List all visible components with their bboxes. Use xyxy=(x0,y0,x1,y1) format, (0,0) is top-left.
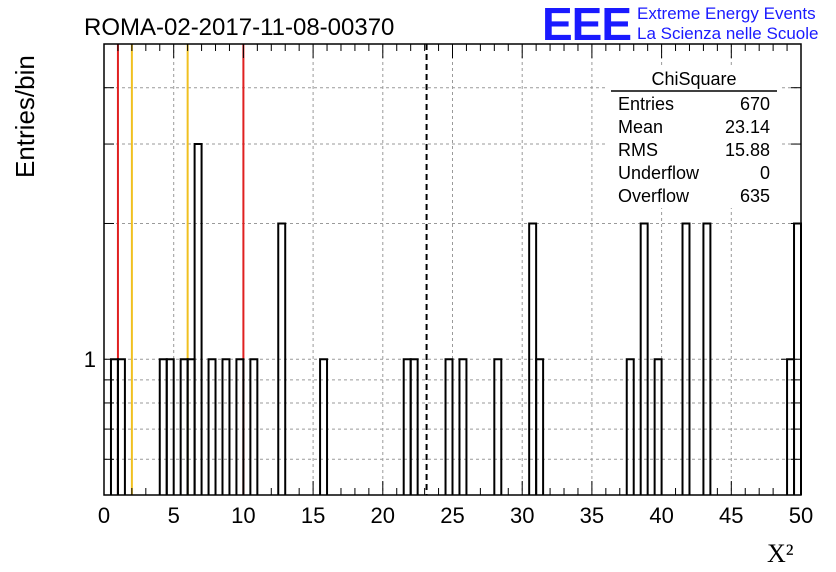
reference-lines xyxy=(116,44,428,495)
histogram-bin xyxy=(535,358,545,495)
histogram-bin xyxy=(681,222,691,495)
axis-ticks: 0 5 10 15 20 25 30 35 40 45 50 1 xyxy=(84,44,813,528)
x-tick-label: 45 xyxy=(719,503,743,528)
x-tick-label: 25 xyxy=(440,503,464,528)
stats-title: ChiSquare xyxy=(651,69,736,89)
stats-label-overflow: Overflow xyxy=(618,186,690,206)
histogram-bin xyxy=(277,222,287,495)
stats-label-rms: RMS xyxy=(618,140,658,160)
x-tick-label: 5 xyxy=(168,503,180,528)
histogram-bin xyxy=(319,358,329,495)
x-axis-label: X² xyxy=(767,539,794,568)
histogram-bars xyxy=(109,143,802,495)
chart-title: ROMA-02-2017-11-08-00370 xyxy=(84,14,394,41)
histogram-bin xyxy=(249,358,259,495)
histogram-bin xyxy=(193,143,203,495)
x-tick-label: 10 xyxy=(231,503,255,528)
logo-line-1: Extreme Energy Events xyxy=(637,4,816,23)
x-tick-label: 20 xyxy=(371,503,395,528)
x-tick-label: 35 xyxy=(580,503,604,528)
histogram-bin xyxy=(207,358,217,495)
x-tick-label: 40 xyxy=(649,503,673,528)
stats-box-background xyxy=(608,66,780,208)
histogram-bin xyxy=(702,222,712,495)
histogram-bin xyxy=(639,222,649,495)
stats-label-entries: Entries xyxy=(618,94,674,114)
stats-value-underflow: 0 xyxy=(760,163,770,183)
x-tick-label: 30 xyxy=(510,503,534,528)
y-tick-label: 1 xyxy=(84,347,96,372)
stats-value-overflow: 635 xyxy=(740,186,770,206)
eee-logo: EEE xyxy=(542,0,631,50)
stats-value-entries: 670 xyxy=(740,94,770,114)
y-axis-label: Entries/bin xyxy=(10,55,40,178)
stats-label-mean: Mean xyxy=(618,117,663,137)
stats-value-mean: 23.14 xyxy=(725,117,770,137)
histogram-bin xyxy=(444,358,454,495)
histogram-bin xyxy=(409,358,419,495)
logo-line-2: La Scienza nelle Scuole xyxy=(637,24,818,43)
histogram-bin xyxy=(221,358,231,495)
x-tick-label: 50 xyxy=(789,503,813,528)
histogram-bin xyxy=(493,358,503,495)
stats-value-rms: 15.88 xyxy=(725,140,770,160)
histogram-bin xyxy=(165,358,175,495)
x-tick-label: 15 xyxy=(301,503,325,528)
x-tick-label: 0 xyxy=(98,503,110,528)
stats-label-underflow: Underflow xyxy=(618,163,700,183)
histogram-bin xyxy=(458,358,468,495)
histogram-bin xyxy=(653,358,663,495)
stats-box: ChiSquare Entries 670 Mean 23.14 RMS 15.… xyxy=(608,66,780,208)
histogram-bin xyxy=(625,358,635,495)
histogram-bin xyxy=(235,358,245,495)
